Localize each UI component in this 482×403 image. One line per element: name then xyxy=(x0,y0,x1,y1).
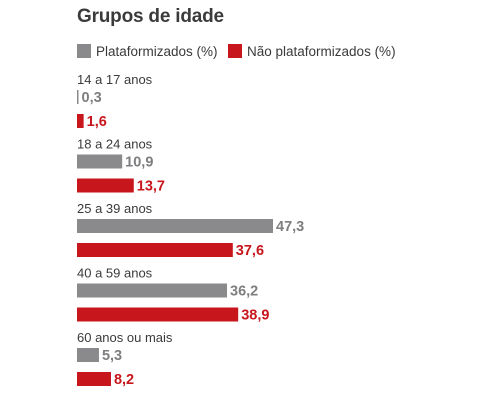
legend-swatch-0 xyxy=(77,44,91,58)
bar-nao-plataformizados-0 xyxy=(77,114,84,128)
value-label-plataformizados-1: 10,9 xyxy=(125,155,153,171)
value-label-nao-plataformizados-3: 38,9 xyxy=(241,308,269,324)
value-label-nao-plataformizados-0: 1,6 xyxy=(87,114,107,130)
bar-plataformizados-3 xyxy=(77,283,228,298)
bar-plataformizados-1 xyxy=(77,154,123,169)
bar-nao-plataformizados-2 xyxy=(77,243,233,257)
category-label-3: 40 a 59 anos xyxy=(77,266,153,281)
value-label-plataformizados-3: 36,2 xyxy=(230,284,258,300)
bar-nao-plataformizados-4 xyxy=(77,372,111,386)
value-label-plataformizados-2: 47,3 xyxy=(276,219,304,235)
value-label-plataformizados-0: 0,3 xyxy=(82,90,102,106)
bar-nao-plataformizados-1 xyxy=(77,178,134,193)
bar-nao-plataformizados-3 xyxy=(77,307,239,322)
bar-plataformizados-0 xyxy=(77,90,79,104)
legend-swatch-1 xyxy=(228,44,242,58)
category-label-4: 60 anos ou mais xyxy=(77,330,173,345)
legend-label-1: Não plataformizados (%) xyxy=(247,44,396,59)
bar-plataformizados-4 xyxy=(77,348,99,362)
value-label-plataformizados-4: 5,3 xyxy=(102,348,122,364)
value-label-nao-plataformizados-1: 13,7 xyxy=(137,179,165,195)
value-label-nao-plataformizados-2: 37,6 xyxy=(236,243,264,259)
bar-plataformizados-2 xyxy=(77,219,273,233)
category-label-1: 18 a 24 anos xyxy=(77,137,153,152)
category-label-0: 14 a 17 anos xyxy=(77,72,153,87)
category-label-2: 25 a 39 anos xyxy=(77,201,153,216)
legend-label-0: Plataformizados (%) xyxy=(96,44,218,59)
chart-title: Grupos de idade xyxy=(77,6,224,27)
value-label-nao-plataformizados-4: 8,2 xyxy=(114,372,134,388)
